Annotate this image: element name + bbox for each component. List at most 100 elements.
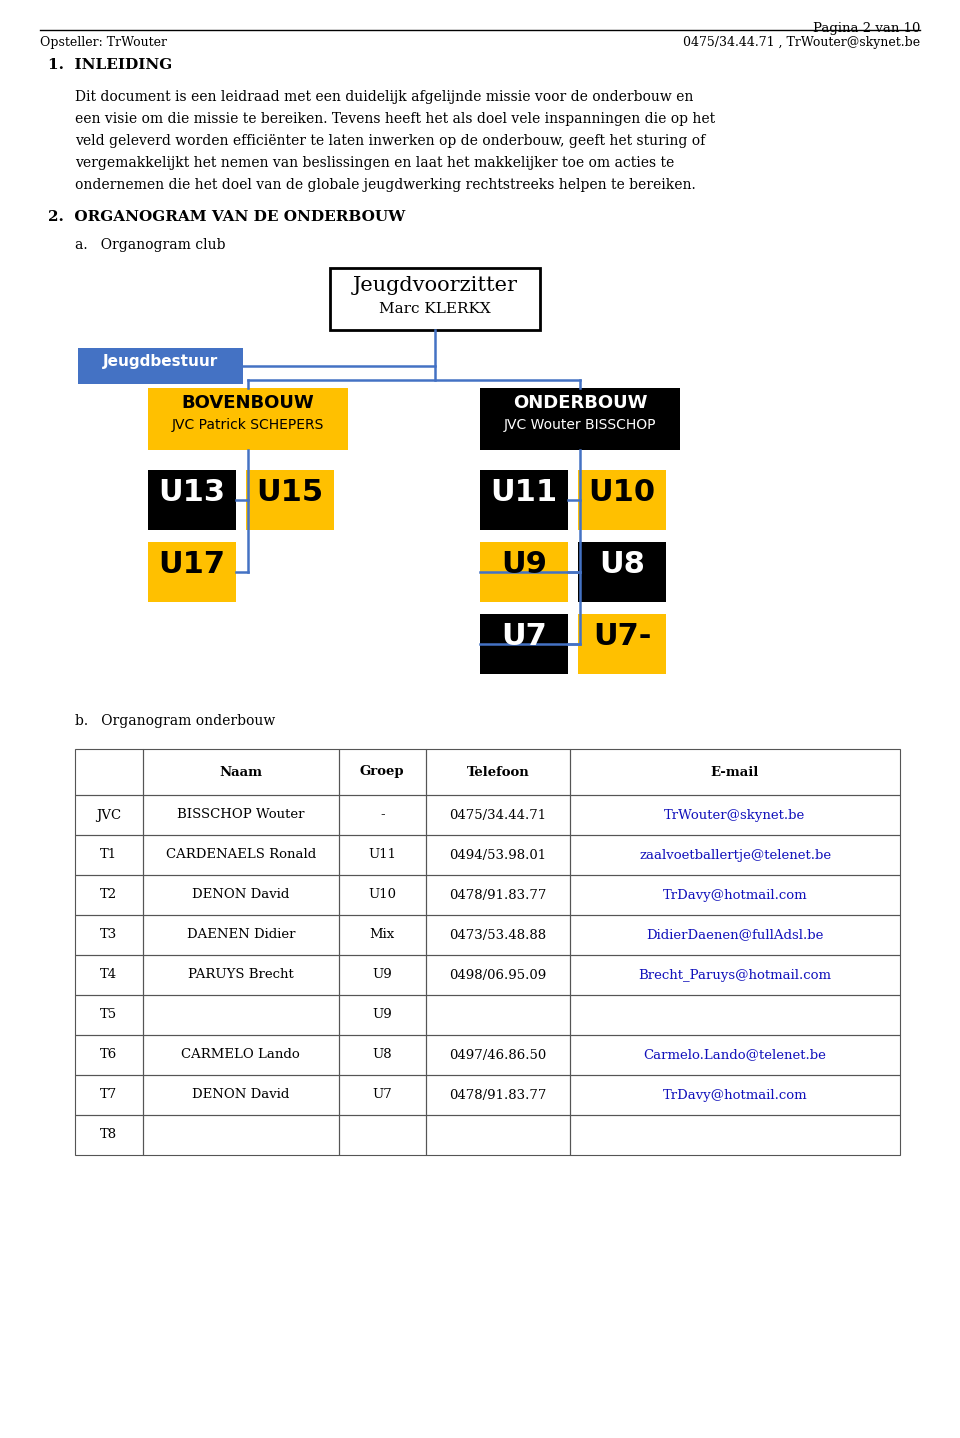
Text: T6: T6	[100, 1048, 117, 1061]
Bar	[143, 1114, 339, 1155]
Text: a.   Organogram club: a. Organogram club	[75, 239, 226, 252]
Bar	[339, 1076, 425, 1114]
Bar	[480, 470, 568, 531]
Text: TrDavy@hotmail.com: TrDavy@hotmail.com	[662, 889, 807, 902]
Bar	[143, 1035, 339, 1076]
Text: U15: U15	[256, 477, 324, 508]
Text: PARUYS Brecht: PARUYS Brecht	[188, 969, 294, 982]
Text: Mix: Mix	[370, 929, 395, 942]
Text: b.   Organogram onderbouw: b. Organogram onderbouw	[75, 715, 276, 728]
Text: Naam: Naam	[219, 765, 262, 778]
Text: -: -	[380, 808, 385, 821]
Text: U11: U11	[369, 848, 396, 861]
Bar	[570, 915, 900, 955]
Bar	[425, 995, 570, 1035]
Bar	[425, 1035, 570, 1076]
Bar	[570, 1035, 900, 1076]
Text: 0498/06.95.09: 0498/06.95.09	[449, 969, 546, 982]
Bar	[143, 995, 339, 1035]
Bar	[75, 915, 143, 955]
Text: U7: U7	[501, 623, 547, 651]
Text: Jeugdbestuur: Jeugdbestuur	[103, 354, 218, 370]
Bar	[148, 470, 236, 531]
Text: DidierDaenen@fullAdsl.be: DidierDaenen@fullAdsl.be	[646, 929, 824, 942]
Bar	[570, 995, 900, 1035]
Bar	[425, 955, 570, 995]
Text: U13: U13	[158, 477, 226, 508]
Bar	[425, 795, 570, 835]
Text: 0475/34.44.71 , TrWouter@skynet.be: 0475/34.44.71 , TrWouter@skynet.be	[683, 36, 920, 49]
Text: DAENEN Didier: DAENEN Didier	[186, 929, 295, 942]
Text: U9: U9	[372, 1008, 393, 1021]
Bar	[339, 1035, 425, 1076]
Bar	[246, 470, 334, 531]
Bar	[75, 995, 143, 1035]
Bar	[143, 749, 339, 795]
Bar	[425, 1076, 570, 1114]
Bar	[143, 835, 339, 874]
Bar	[339, 1114, 425, 1155]
Bar	[480, 542, 568, 603]
Bar	[570, 1114, 900, 1155]
Text: Dit document is een leidraad met een duidelijk afgelijnde missie voor de onderbo: Dit document is een leidraad met een dui…	[75, 91, 693, 104]
Text: ONDERBOUW: ONDERBOUW	[513, 394, 647, 413]
Bar	[570, 1076, 900, 1114]
Text: Brecht_Paruys@hotmail.com: Brecht_Paruys@hotmail.com	[638, 969, 831, 982]
Text: Jeugdvoorzitter: Jeugdvoorzitter	[352, 276, 517, 295]
Bar	[75, 795, 143, 835]
Bar	[425, 874, 570, 915]
Text: 0473/53.48.88: 0473/53.48.88	[449, 929, 546, 942]
Bar	[570, 874, 900, 915]
Bar	[570, 955, 900, 995]
Text: BISSCHOP Wouter: BISSCHOP Wouter	[177, 808, 304, 821]
Text: een visie om die missie te bereiken. Tevens heeft het als doel vele inspanningen: een visie om die missie te bereiken. Tev…	[75, 112, 715, 127]
Bar	[570, 749, 900, 795]
Bar	[330, 267, 540, 329]
Text: T2: T2	[100, 889, 117, 902]
Text: vergemakkelijkt het nemen van beslissingen en laat het makkelijker toe om acties: vergemakkelijkt het nemen van beslissing…	[75, 155, 674, 170]
Bar	[480, 614, 568, 674]
Text: E-mail: E-mail	[710, 765, 759, 778]
Text: JVC: JVC	[96, 808, 121, 821]
Bar	[425, 1114, 570, 1155]
Text: U7-: U7-	[593, 623, 651, 651]
Text: Telefoon: Telefoon	[467, 765, 529, 778]
Text: TrDavy@hotmail.com: TrDavy@hotmail.com	[662, 1089, 807, 1102]
Text: TrWouter@skynet.be: TrWouter@skynet.be	[664, 808, 805, 821]
Bar	[75, 955, 143, 995]
Bar	[339, 995, 425, 1035]
Text: U10: U10	[588, 477, 656, 508]
Bar	[75, 1035, 143, 1076]
Bar	[578, 470, 666, 531]
Text: veld geleverd worden efficiënter te laten inwerken op de onderbouw, geeft het st: veld geleverd worden efficiënter te late…	[75, 134, 706, 148]
Text: T4: T4	[100, 969, 117, 982]
Bar	[578, 614, 666, 674]
Bar	[143, 1076, 339, 1114]
Text: U17: U17	[158, 549, 226, 580]
Text: 0478/91.83.77: 0478/91.83.77	[449, 1089, 546, 1102]
Bar	[143, 955, 339, 995]
Bar	[148, 388, 348, 450]
Text: U9: U9	[372, 969, 393, 982]
Text: 2.  ORGANOGRAM VAN DE ONDERBOUW: 2. ORGANOGRAM VAN DE ONDERBOUW	[48, 210, 405, 224]
Text: T1: T1	[100, 848, 117, 861]
Bar	[570, 795, 900, 835]
Bar	[578, 542, 666, 603]
Text: DENON David: DENON David	[192, 889, 290, 902]
Text: 0494/53.98.01: 0494/53.98.01	[449, 848, 546, 861]
Text: JVC Patrick SCHEPERS: JVC Patrick SCHEPERS	[172, 418, 324, 431]
Bar	[339, 835, 425, 874]
Text: JVC Wouter BISSCHOP: JVC Wouter BISSCHOP	[504, 418, 657, 431]
Bar	[339, 915, 425, 955]
Text: Opsteller: TrWouter: Opsteller: TrWouter	[40, 36, 167, 49]
Bar	[143, 915, 339, 955]
Text: BOVENBOUW: BOVENBOUW	[181, 394, 314, 413]
Bar	[75, 1076, 143, 1114]
Text: Groep: Groep	[360, 765, 404, 778]
Text: U9: U9	[501, 549, 547, 580]
Bar	[425, 915, 570, 955]
Bar	[480, 388, 680, 450]
Text: CARMELO Lando: CARMELO Lando	[181, 1048, 300, 1061]
Text: 0497/46.86.50: 0497/46.86.50	[449, 1048, 546, 1061]
Text: Pagina 2 van 10: Pagina 2 van 10	[812, 22, 920, 35]
